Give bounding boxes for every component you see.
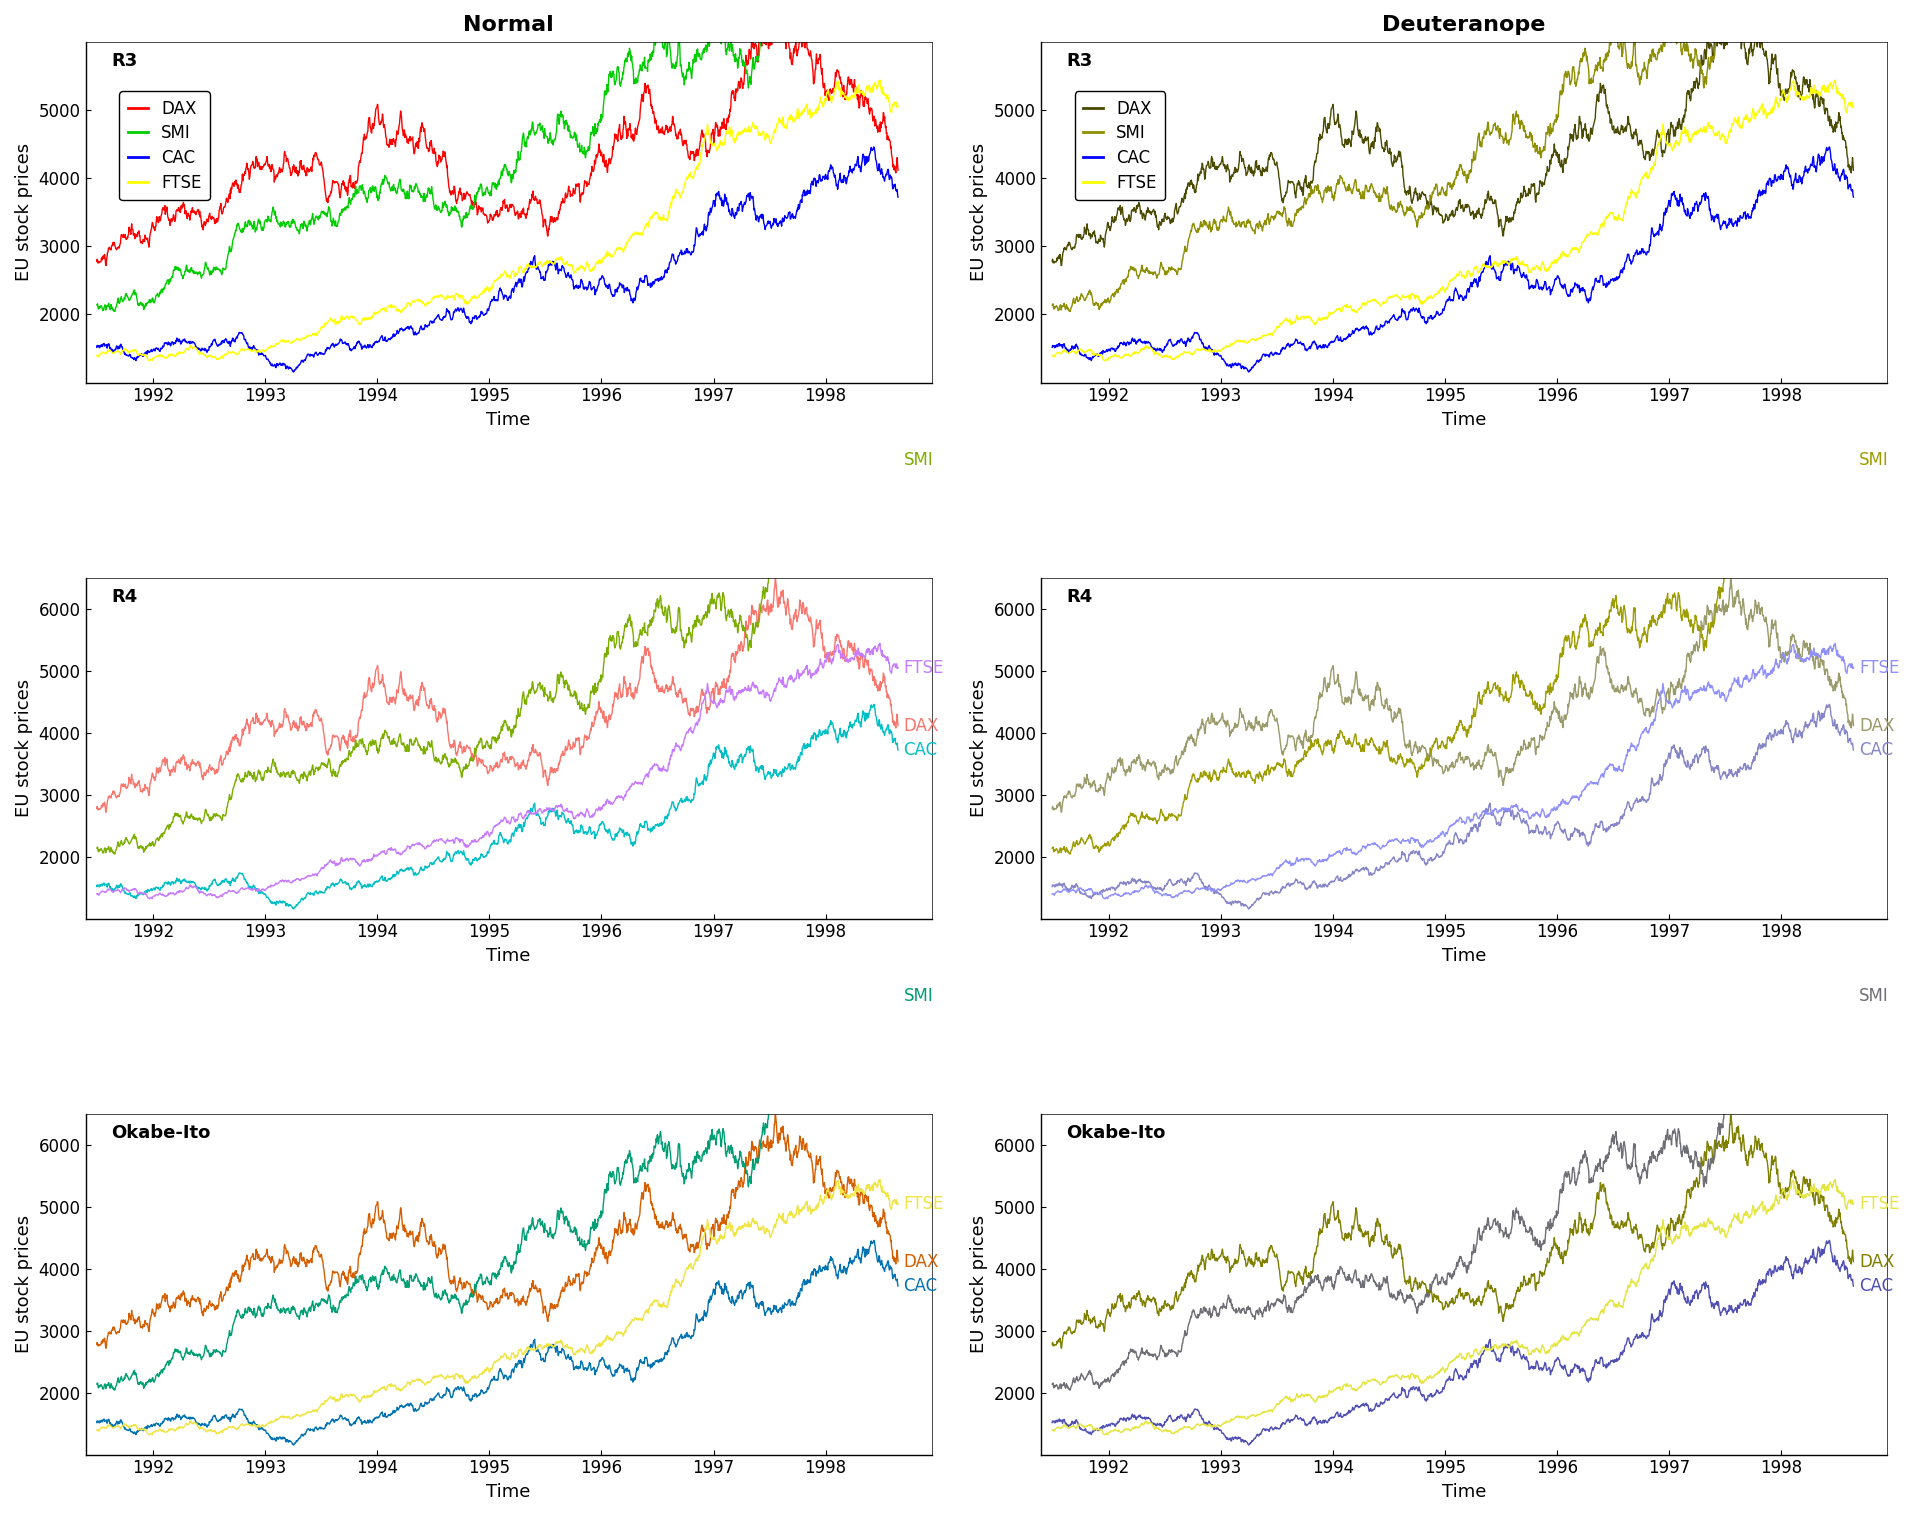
X-axis label: Time: Time xyxy=(1442,1483,1486,1501)
Text: DAX: DAX xyxy=(1859,1252,1895,1270)
Text: FTSE: FTSE xyxy=(1859,659,1899,678)
Text: DAX: DAX xyxy=(904,1252,939,1270)
Y-axis label: EU stock prices: EU stock prices xyxy=(970,1216,989,1354)
Y-axis label: EU stock prices: EU stock prices xyxy=(15,143,33,282)
Y-axis label: EU stock prices: EU stock prices xyxy=(15,1216,33,1354)
Text: Okabe-Ito: Okabe-Ito xyxy=(1066,1125,1165,1143)
Text: DAX: DAX xyxy=(904,717,939,735)
Text: FTSE: FTSE xyxy=(904,1195,945,1213)
X-axis label: Time: Time xyxy=(486,948,530,966)
Text: CAC: CAC xyxy=(904,741,937,760)
Text: CAC: CAC xyxy=(1859,741,1893,760)
Text: SMI: SMI xyxy=(1859,450,1889,468)
Text: DAX: DAX xyxy=(1859,717,1895,735)
X-axis label: Time: Time xyxy=(486,1483,530,1501)
Legend: DAX, SMI, CAC, FTSE: DAX, SMI, CAC, FTSE xyxy=(1075,91,1165,200)
Text: CAC: CAC xyxy=(904,1276,937,1295)
Text: SMI: SMI xyxy=(1859,987,1889,1005)
Legend: DAX, SMI, CAC, FTSE: DAX, SMI, CAC, FTSE xyxy=(119,91,209,200)
Text: R3: R3 xyxy=(1066,53,1092,70)
Text: FTSE: FTSE xyxy=(904,659,945,678)
Y-axis label: EU stock prices: EU stock prices xyxy=(15,679,33,817)
Text: CAC: CAC xyxy=(1859,1276,1893,1295)
Title: Deuteranope: Deuteranope xyxy=(1382,15,1546,35)
Y-axis label: EU stock prices: EU stock prices xyxy=(970,679,989,817)
Text: SMI: SMI xyxy=(904,450,933,468)
Text: FTSE: FTSE xyxy=(1859,1195,1899,1213)
Text: R3: R3 xyxy=(111,53,136,70)
X-axis label: Time: Time xyxy=(1442,411,1486,429)
Y-axis label: EU stock prices: EU stock prices xyxy=(970,143,989,282)
Text: R4: R4 xyxy=(1066,588,1092,606)
Text: R4: R4 xyxy=(111,588,136,606)
Text: SMI: SMI xyxy=(904,987,933,1005)
Text: Okabe-Ito: Okabe-Ito xyxy=(111,1125,211,1143)
X-axis label: Time: Time xyxy=(1442,948,1486,966)
Title: Normal: Normal xyxy=(463,15,555,35)
X-axis label: Time: Time xyxy=(486,411,530,429)
